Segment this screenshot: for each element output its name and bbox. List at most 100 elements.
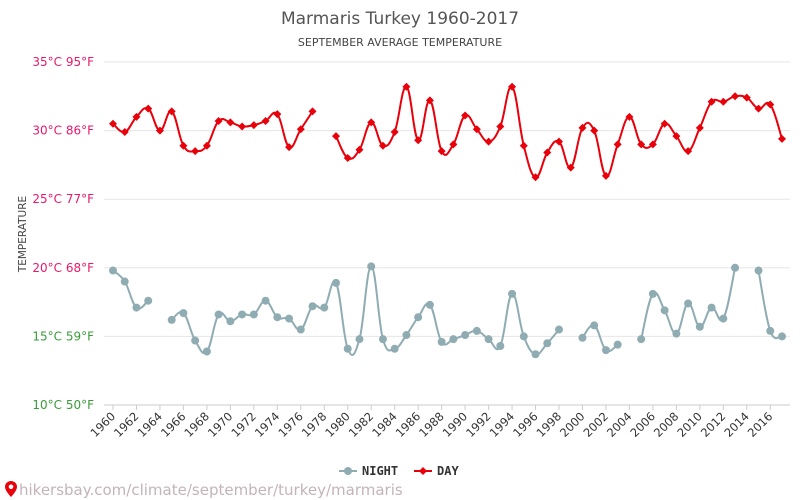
data-point-night[interactable] [414,313,423,322]
data-point-night[interactable] [249,310,258,319]
data-point-day[interactable] [472,125,481,134]
data-point-day[interactable] [202,141,211,150]
data-point-day[interactable] [754,104,763,113]
data-point-night[interactable] [508,289,517,298]
data-point-night[interactable] [308,302,317,311]
data-point-night[interactable] [167,315,176,324]
data-point-day[interactable] [214,116,223,125]
data-point-night[interactable] [343,344,352,353]
data-point-day[interactable] [155,126,164,135]
data-point-night[interactable] [590,321,599,330]
data-point-day[interactable] [566,163,575,172]
data-point-day[interactable] [109,119,117,128]
data-point-day[interactable] [461,111,470,120]
data-point-day[interactable] [367,118,376,127]
data-point-day[interactable] [308,107,317,116]
data-point-day[interactable] [179,141,188,150]
data-point-day[interactable] [672,132,681,141]
source-url[interactable]: hikersbay.com/climate/september/turkey/m… [19,481,403,499]
data-point-day[interactable] [167,107,176,116]
data-point-day[interactable] [731,92,740,101]
data-point-day[interactable] [343,154,352,163]
data-point-day[interactable] [332,132,340,141]
data-point-night[interactable] [660,306,669,315]
data-point-night[interactable] [707,303,716,312]
data-point-day[interactable] [132,112,141,121]
data-point-day[interactable] [496,122,505,131]
data-point-day[interactable] [437,147,446,156]
data-point-night[interactable] [613,340,622,349]
data-point-night[interactable] [496,342,505,351]
data-point-night[interactable] [226,317,235,326]
data-point-night[interactable] [601,346,610,355]
data-point-night[interactable] [754,266,763,275]
data-point-day[interactable] [296,125,305,134]
legend-item-day[interactable]: DAY [414,464,459,478]
data-point-night[interactable] [214,310,223,319]
data-point-day[interactable] [648,140,657,149]
data-point-night[interactable] [684,299,693,308]
data-point-night[interactable] [719,314,728,323]
data-point-day[interactable] [249,121,258,130]
data-point-night[interactable] [273,313,282,322]
data-point-day[interactable] [637,140,646,149]
data-point-night[interactable] [543,339,552,348]
data-point-night[interactable] [531,350,540,359]
data-point-day[interactable] [707,97,716,106]
data-point-day[interactable] [555,137,563,146]
data-point-night[interactable] [296,325,305,334]
legend-item-night[interactable]: NIGHT [339,464,398,478]
data-point-night[interactable] [191,336,200,345]
data-point-day[interactable] [613,140,622,149]
data-point-night[interactable] [766,326,775,335]
data-point-day[interactable] [625,112,634,121]
data-point-night[interactable] [238,310,247,319]
data-point-night[interactable] [390,344,399,353]
data-point-night[interactable] [179,309,188,318]
data-point-day[interactable] [484,137,493,146]
data-point-day[interactable] [402,82,411,91]
data-point-night[interactable] [461,331,470,340]
data-point-night[interactable] [355,335,364,344]
data-point-night[interactable] [261,296,270,305]
data-point-night[interactable] [472,326,481,335]
data-point-night[interactable] [519,332,528,341]
data-point-night[interactable] [378,335,387,344]
data-point-night[interactable] [285,314,294,323]
data-point-day[interactable] [660,119,669,128]
data-point-day[interactable] [742,93,751,102]
data-point-night[interactable] [132,303,141,312]
data-point-night[interactable] [555,325,563,334]
data-point-night[interactable] [778,332,786,341]
data-point-night[interactable] [731,263,740,272]
data-point-day[interactable] [285,143,294,152]
data-point-night[interactable] [672,329,681,338]
data-point-day[interactable] [695,123,704,132]
data-point-night[interactable] [402,331,411,340]
data-point-night[interactable] [144,296,153,305]
data-point-day[interactable] [449,140,458,149]
data-point-day[interactable] [414,136,423,145]
data-point-night[interactable] [425,300,434,309]
data-point-night[interactable] [578,333,587,342]
data-point-day[interactable] [261,116,270,125]
data-point-day[interactable] [719,97,728,106]
data-point-night[interactable] [648,289,657,298]
data-point-day[interactable] [273,110,282,119]
data-point-night[interactable] [120,277,129,286]
data-point-day[interactable] [355,145,364,154]
data-point-day[interactable] [425,96,434,105]
data-point-day[interactable] [508,82,517,91]
data-point-day[interactable] [226,118,235,127]
data-point-day[interactable] [120,127,129,136]
data-point-day[interactable] [531,173,540,182]
data-point-day[interactable] [684,147,693,156]
data-point-night[interactable] [437,337,446,346]
data-point-night[interactable] [449,335,458,344]
data-point-day[interactable] [590,126,599,135]
data-point-day[interactable] [378,141,387,150]
data-point-night[interactable] [637,335,646,344]
data-point-day[interactable] [601,171,610,180]
data-point-night[interactable] [320,303,329,312]
data-point-day[interactable] [519,141,528,150]
